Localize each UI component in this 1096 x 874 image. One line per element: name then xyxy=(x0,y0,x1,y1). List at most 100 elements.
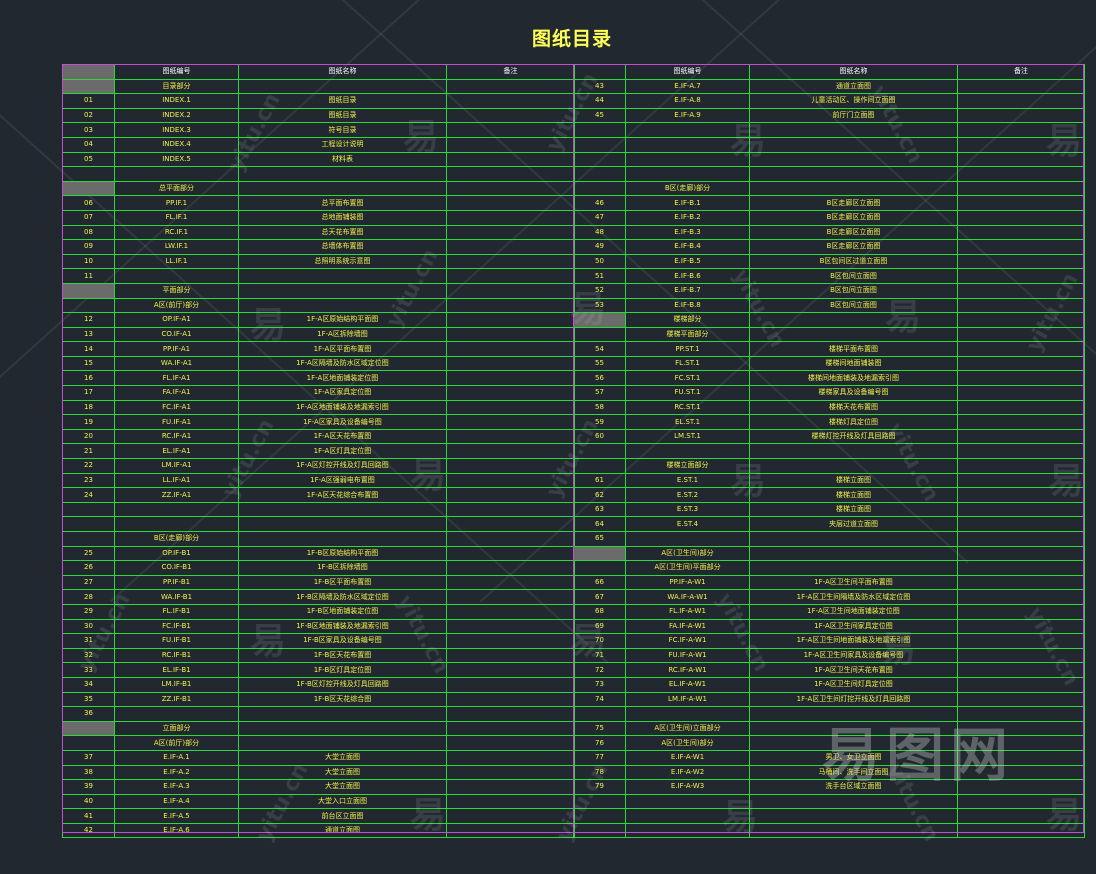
drawing-name: 1F-B区天花布置图 xyxy=(238,647,447,664)
row-number xyxy=(573,822,626,839)
drawing-note xyxy=(446,428,575,445)
drawing-note xyxy=(446,355,575,372)
row-number xyxy=(573,166,626,182)
drawing-note xyxy=(957,501,1085,518)
drawing-code: E.IF-B.7 xyxy=(625,282,750,299)
drawing-note xyxy=(957,662,1085,678)
drawing-name: 楼梯灯控开线及灯具回路图 xyxy=(749,428,958,445)
row-number: 44 xyxy=(573,93,626,109)
table-row: 44 E.IF-A.8 儿童活动区、操作间立面图 xyxy=(573,93,1085,109)
table-row: 23 LL.IF-A1 1F-A区强弱电布置图 xyxy=(62,472,575,489)
drawing-note xyxy=(957,618,1085,635)
row-number: 73 xyxy=(573,676,626,693)
drawing-code: LM.IF-B1 xyxy=(114,676,239,693)
row-number xyxy=(62,180,115,197)
drawing-note xyxy=(446,341,575,357)
drawing-name: 1F-A区卫生间地面铺装及地漏索引图 xyxy=(749,633,958,649)
drawing-code: A区(卫生间)平面部分 xyxy=(625,560,750,576)
table-row: 74 LM.IF-A-W1 1F-A区卫生间灯控开线及灯具回路图 xyxy=(573,691,1085,708)
drawing-name xyxy=(749,793,958,810)
drawing-name xyxy=(749,560,958,576)
drawing-note xyxy=(446,136,575,153)
row-number: 67 xyxy=(573,589,626,605)
table-row: 07 FL.IF.1 总地面铺装图 xyxy=(62,209,575,226)
drawing-note xyxy=(957,180,1085,197)
drawing-note xyxy=(446,676,575,693)
drawing-name: 1F-B区灯控开线及灯具回路图 xyxy=(238,676,447,693)
drawing-code: E.IF-B.3 xyxy=(625,224,750,241)
table-row xyxy=(573,166,1085,182)
drawing-code: FU.IF-A1 xyxy=(114,414,239,430)
page-title: 图纸目录 xyxy=(531,28,612,50)
table-row: 42 E.IF-A.6 通道立面图 xyxy=(62,822,575,839)
table-row: 45 E.IF-A.9 前厅门立面图 xyxy=(573,107,1085,124)
row-number xyxy=(62,78,115,95)
row-number: 29 xyxy=(62,603,115,620)
drawing-note xyxy=(957,399,1085,416)
table-row: 63 E.ST.3 楼梯立面图 xyxy=(573,501,1085,518)
table-row: 03 INDEX.3 符号目录 xyxy=(62,122,575,138)
row-number: 52 xyxy=(573,282,626,299)
row-number: 40 xyxy=(62,793,115,810)
drawing-note xyxy=(446,735,575,751)
drawing-name xyxy=(238,501,447,518)
row-number xyxy=(573,312,626,328)
drawing-name xyxy=(749,458,958,474)
drawing-code: RC.IF-B1 xyxy=(114,647,239,664)
drawing-note xyxy=(957,122,1085,138)
row-number: 07 xyxy=(62,209,115,226)
drawing-note xyxy=(446,78,575,95)
row-number xyxy=(62,516,115,532)
table-row: 19 FU.IF-A1 1F-A区家具及设备编号图 xyxy=(62,414,575,430)
drawing-name xyxy=(238,531,447,547)
table-row: 35 ZZ.IF-B1 1F-B区天花综合图 xyxy=(62,691,575,708)
row-number: 77 xyxy=(573,749,626,766)
drawing-note xyxy=(957,78,1085,95)
drawing-code: E.IF-B.2 xyxy=(625,209,750,226)
drawing-code: E.IF-B.6 xyxy=(625,268,750,284)
drawing-code: A区(卫生间)部分 xyxy=(625,735,750,751)
row-number xyxy=(62,720,115,737)
drawing-code: E.IF-A.8 xyxy=(625,93,750,109)
drawing-code: E.IF-B.8 xyxy=(625,297,750,314)
row-number xyxy=(573,326,626,343)
drawing-code: E.IF-A.1 xyxy=(114,749,239,766)
drawing-code: PP.IF.1 xyxy=(114,195,239,211)
row-number: 01 xyxy=(62,93,115,109)
drawing-note xyxy=(957,531,1085,547)
table-row: 70 FC.IF-A-W1 1F-A区卫生间地面铺装及地漏索引图 xyxy=(573,633,1085,649)
drawing-note xyxy=(446,808,575,824)
drawing-code: CO.IF-B1 xyxy=(114,560,239,576)
drawing-name: 1F-A区灯控开线及灯具回路图 xyxy=(238,458,447,474)
drawing-note xyxy=(446,472,575,489)
drawing-name: 1F-B区家具及设备编号图 xyxy=(238,633,447,649)
table-row: 05 INDEX.5 材料表 xyxy=(62,151,575,168)
table-row: 66 PP.IF-A-W1 1F-A区卫生间平面布置图 xyxy=(573,574,1085,591)
drawing-name: 1F-A区卫生间家具及设备编号图 xyxy=(749,647,958,664)
table-row: 41 E.IF-A.5 前台区立面图 xyxy=(62,808,575,824)
row-number: 64 xyxy=(573,516,626,532)
drawing-note xyxy=(957,355,1085,372)
table-row: 61 E.ST.1 楼梯立面图 xyxy=(573,472,1085,489)
drawing-code xyxy=(625,706,750,722)
drawing-note xyxy=(957,472,1085,489)
header-name: 图纸名称 xyxy=(749,64,958,80)
drawing-code: 目录部分 xyxy=(114,78,239,95)
drawing-note xyxy=(957,341,1085,357)
row-number: 72 xyxy=(573,662,626,678)
table-row: 14 PP.IF-A1 1F-A区平面布置图 xyxy=(62,341,575,357)
drawing-name: 楼梯灯具定位图 xyxy=(749,414,958,430)
row-number: 49 xyxy=(573,239,626,255)
table-row: 楼梯平面部分 xyxy=(573,326,1085,343)
drawing-code: E.IF-A.6 xyxy=(114,822,239,839)
row-number: 42 xyxy=(62,822,115,839)
drawing-name: 楼梯间地面铺装及地漏索引图 xyxy=(749,370,958,387)
drawing-code: FA.IF-A1 xyxy=(114,385,239,401)
drawing-note xyxy=(446,282,575,299)
table-row xyxy=(573,136,1085,153)
row-number: 31 xyxy=(62,633,115,649)
drawing-code xyxy=(114,706,239,722)
row-number: 51 xyxy=(573,268,626,284)
drawing-code: E.IF-A-W1 xyxy=(625,749,750,766)
drawing-code: LM.IF-A1 xyxy=(114,458,239,474)
